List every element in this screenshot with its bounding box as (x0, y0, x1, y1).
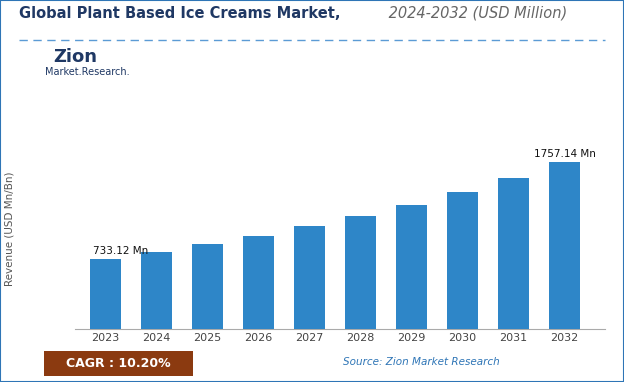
Bar (243, 236, 274, 329)
Text: Source: Zion Market Research: Source: Zion Market Research (343, 358, 500, 367)
Bar (141, 252, 172, 329)
Bar (294, 227, 324, 329)
Text: Market.Research.: Market.Research. (45, 67, 130, 77)
Bar (549, 162, 580, 329)
Text: Zion: Zion (53, 48, 97, 66)
Bar (447, 192, 478, 329)
Text: 733.12 Mn: 733.12 Mn (93, 246, 148, 256)
Text: Global Plant Based Ice Creams Market,: Global Plant Based Ice Creams Market, (19, 6, 340, 21)
Text: CAGR : 10.20%: CAGR : 10.20% (66, 357, 171, 371)
Bar (90, 259, 121, 329)
Bar (192, 244, 223, 329)
Text: 2024-2032 (USD Million): 2024-2032 (USD Million) (384, 6, 567, 21)
Bar (396, 205, 427, 329)
Text: Revenue (USD Mn/Bn): Revenue (USD Mn/Bn) (4, 172, 14, 286)
Bar (498, 178, 529, 329)
Bar (345, 216, 376, 329)
Text: 1757.14 Mn: 1757.14 Mn (534, 149, 595, 159)
